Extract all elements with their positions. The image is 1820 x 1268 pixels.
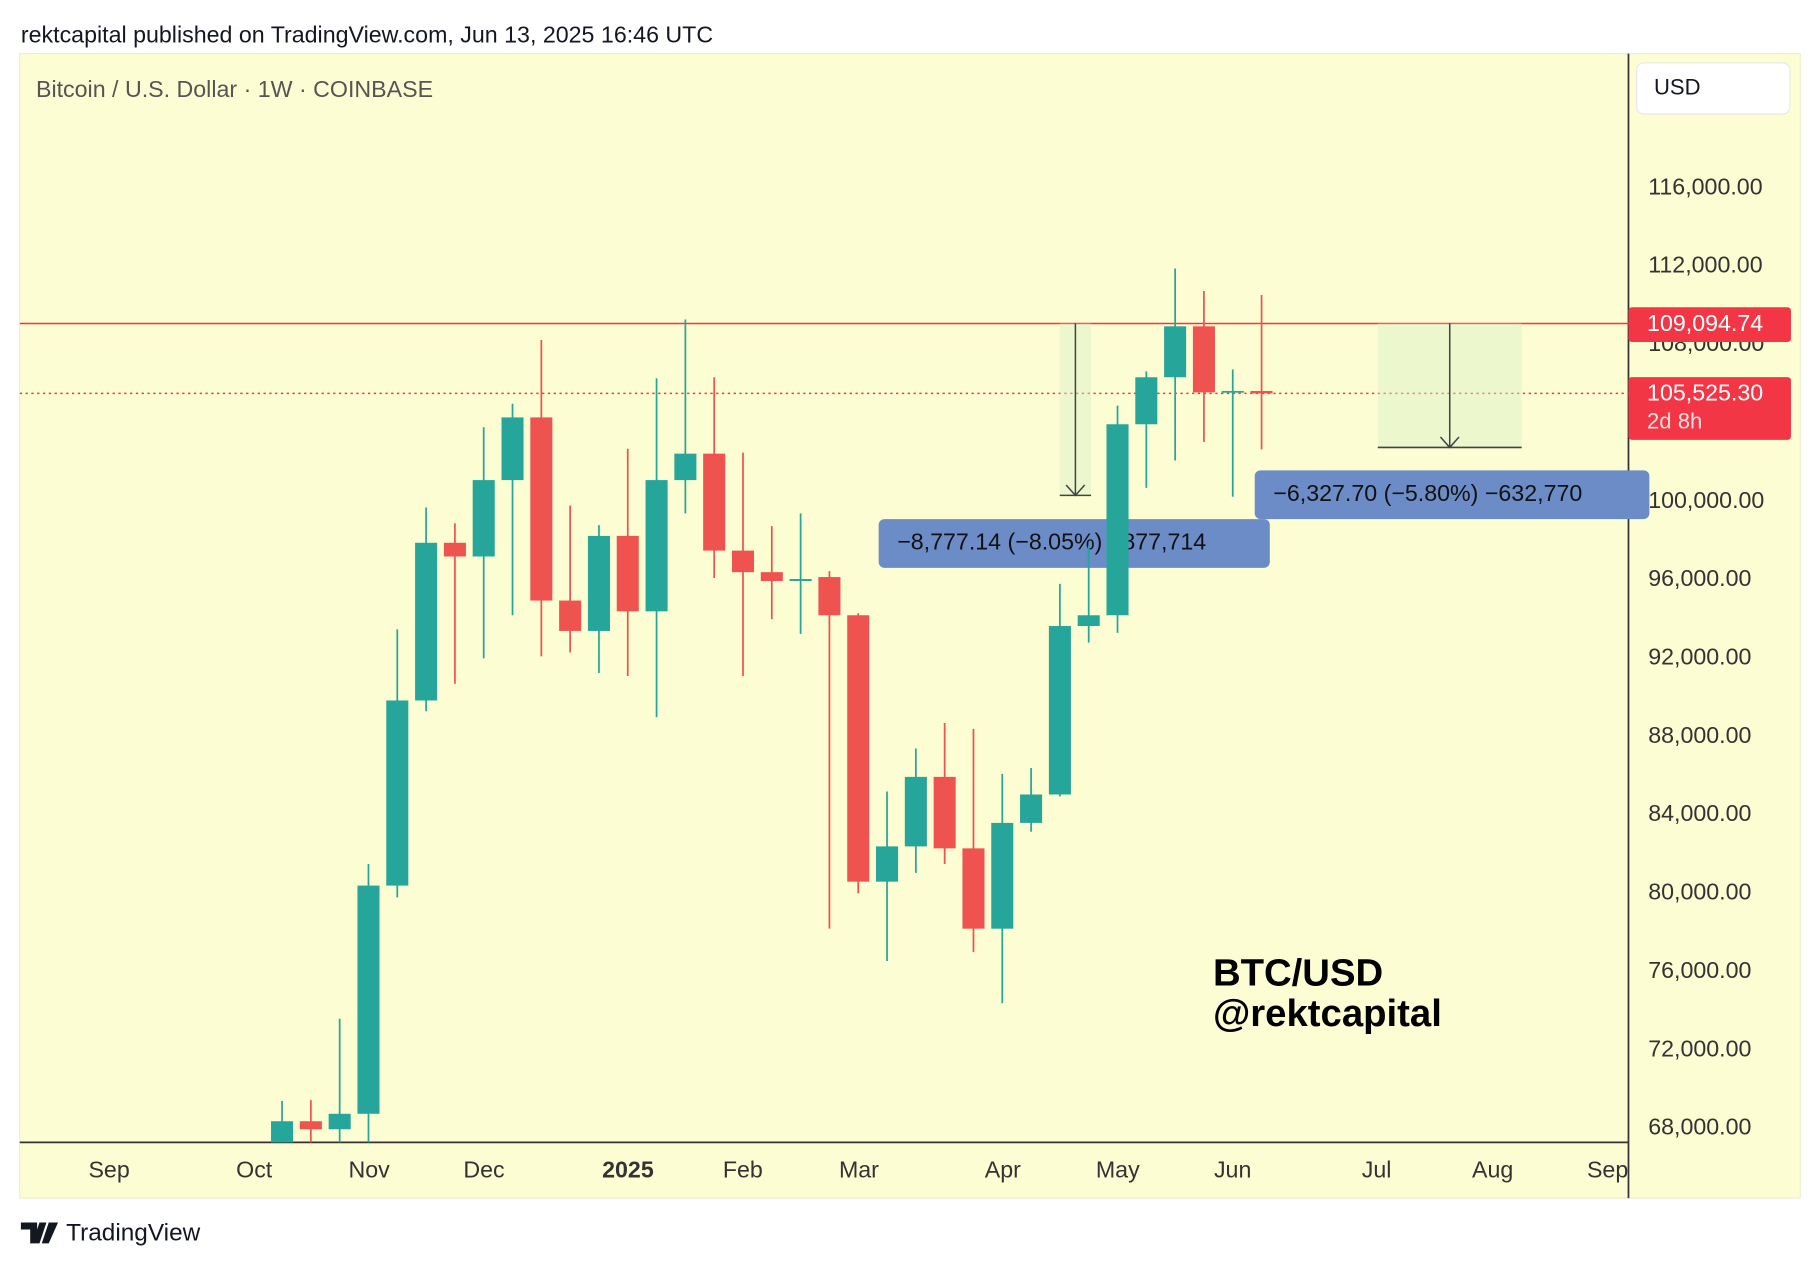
candle-body: [789, 579, 812, 581]
candle-body: [616, 535, 639, 612]
candle-body: [933, 776, 956, 849]
candle-body: [299, 1121, 322, 1130]
candle-body: [1192, 326, 1215, 393]
candle-body: [847, 615, 870, 882]
price-tag-label: 109,094.74: [1647, 310, 1763, 336]
y-tick-label: 84,000.00: [1648, 800, 1751, 826]
x-tick-label: 2025: [602, 1157, 654, 1183]
candle-body: [1135, 377, 1158, 425]
candle-body: [271, 1121, 294, 1143]
currency[interactable]: USD: [1654, 74, 1701, 99]
x-tick-label: Dec: [463, 1157, 504, 1183]
x-tick-label: Mar: [839, 1157, 879, 1183]
x-tick-label: May: [1096, 1157, 1140, 1183]
candle-body: [674, 453, 697, 481]
measure-label-box: [878, 519, 1270, 568]
chart-panel: [19, 53, 1801, 1199]
watermark: BTC/USD: [1213, 951, 1383, 994]
x-tick-label: Jun: [1214, 1157, 1251, 1183]
y-tick-label: 76,000.00: [1648, 957, 1751, 983]
x-tick-label: Nov: [348, 1157, 390, 1183]
price-tag: [1628, 307, 1791, 343]
candle-body: [501, 417, 524, 481]
x-tick-label: Aug: [1472, 1157, 1513, 1183]
candle-body: [1048, 626, 1071, 795]
x-tick-label: Apr: [985, 1157, 1021, 1183]
chart-title: Bitcoin / U.S. Dollar · 1W · COINBASE: [36, 76, 433, 102]
candle-body: [731, 550, 755, 573]
candle-body: [587, 535, 610, 631]
x-axis: Sep Oct Nov Dec 2025 Feb Mar Apr May Jun Jul Aug Sep: [88, 1157, 1628, 1183]
watermark: @rektcapital: [1213, 992, 1442, 1035]
candle-body: [760, 572, 783, 581]
candle-body: [962, 848, 985, 929]
candle-body: [443, 542, 466, 557]
candle-body: [357, 885, 380, 1114]
candle-body: [818, 577, 841, 616]
measurements: −8,777.14 (−8.05%) −877,714 −6,327.70 (−5…: [878, 323, 1650, 568]
candle-body: [415, 542, 438, 701]
candle-body: [991, 822, 1014, 929]
price-lines: [19, 322, 1629, 395]
candle-body: [645, 480, 668, 612]
currency-box[interactable]: [1636, 62, 1791, 115]
y-tick-label: 96,000.00: [1648, 565, 1751, 591]
y-tick-label: 80,000.00: [1648, 879, 1751, 905]
measure-label: −6,327.70 (−5.80%) −632,770: [1273, 480, 1582, 506]
candle-body: [530, 417, 553, 601]
y-tick-label: 92,000.00: [1648, 643, 1751, 669]
header: rektcapital published on TradingView.com…: [21, 21, 713, 47]
candle-body: [1250, 390, 1273, 394]
y-tick-label: 72,000.00: [1648, 1035, 1751, 1061]
candle-body: [904, 776, 927, 847]
x-tick-label: Jul: [1362, 1157, 1392, 1183]
candle-body: [386, 700, 409, 886]
x-tick-label: Oct: [236, 1157, 273, 1183]
price-tag: [1628, 377, 1791, 440]
candle-body: [1077, 615, 1100, 627]
price-tag-sublabel: 2d 8h: [1647, 408, 1702, 433]
candle-body: [328, 1113, 351, 1130]
x-tick-label: Feb: [723, 1157, 763, 1183]
candle-body: [703, 453, 726, 551]
x-tick-label: Sep: [88, 1157, 129, 1183]
footer: TradingView: [66, 1220, 200, 1247]
candle-body: [1221, 390, 1244, 393]
y-tick-label: 112,000.00: [1648, 252, 1762, 278]
candle-body: [1106, 424, 1129, 616]
candle-body: [472, 480, 495, 557]
x-tick-label: Sep: [1587, 1157, 1628, 1183]
candle-body: [1164, 326, 1187, 378]
y-tick-label: 88,000.00: [1648, 722, 1751, 748]
y-tick-label: 100,000.00: [1648, 487, 1764, 513]
y-tick-label: 68,000.00: [1648, 1114, 1751, 1140]
price-tag-label: 105,525.30: [1647, 380, 1763, 406]
candle-body: [559, 600, 582, 631]
candle-body: [1020, 794, 1043, 823]
candle-body: [876, 846, 899, 882]
measure-label-box: [1254, 470, 1650, 520]
candles: [271, 268, 1273, 1143]
measure-label: −8,777.14 (−8.05%) −877,714: [897, 529, 1206, 555]
y-tick-label: 116,000.00: [1648, 173, 1762, 199]
